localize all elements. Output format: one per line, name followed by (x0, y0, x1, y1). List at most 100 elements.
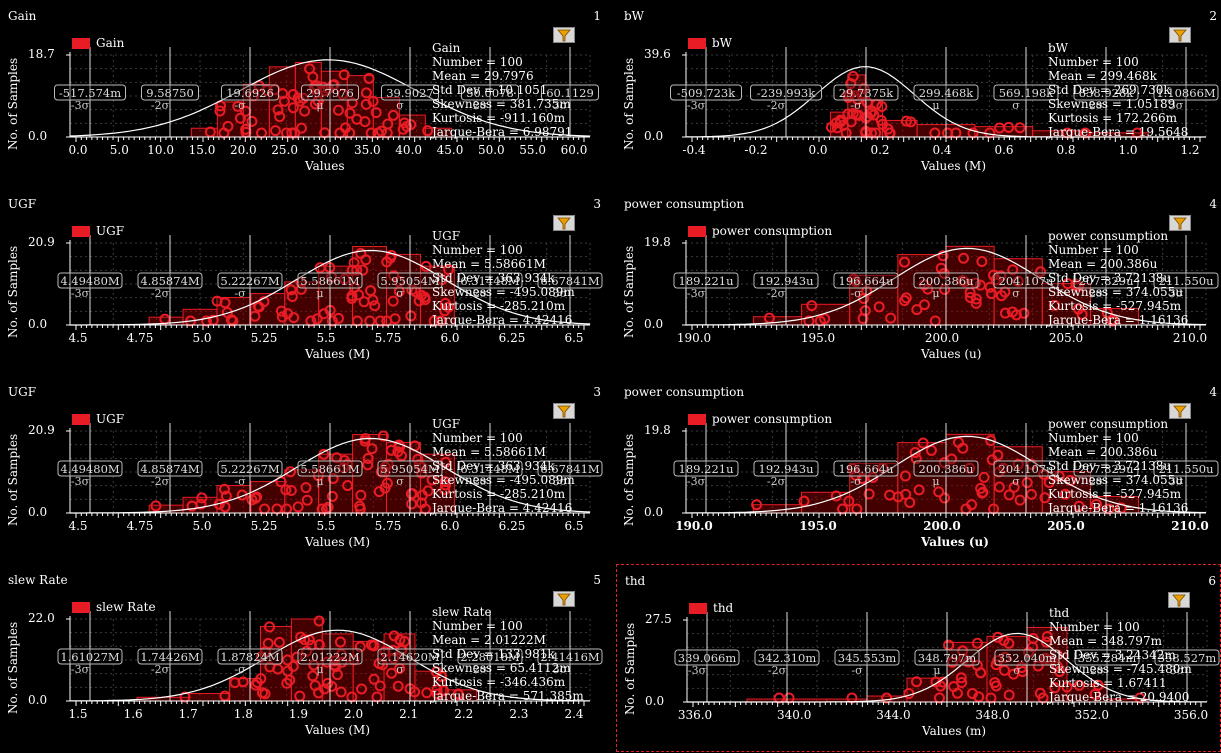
filter-button[interactable] (553, 27, 575, 43)
sigma-symbol: -σ (234, 475, 246, 488)
sigma-label-box (753, 272, 819, 289)
x-tick-label: 0.8 (1056, 143, 1075, 157)
sigma-value: 5.95054M (380, 274, 440, 288)
sigma-symbol: -3σ (687, 99, 706, 112)
x-tick-label: 4.75 (127, 331, 154, 345)
legend-label: thd (713, 601, 734, 615)
sample-marker (985, 434, 997, 446)
sample-marker (379, 646, 391, 658)
sigma-label-box (537, 648, 603, 665)
sample-marker (355, 489, 367, 501)
sigma-value: 192.943u (759, 274, 814, 288)
sigma-label-box (1153, 272, 1219, 289)
sample-marker (918, 299, 930, 311)
sigma-label-box (217, 460, 283, 477)
funnel-icon (1173, 405, 1187, 418)
sample-marker (334, 636, 346, 648)
histogram-panel[interactable]: power consumption 4 190.0 195.0 200.0 205.0 21… (616, 376, 1221, 564)
sigma-symbol: σ (396, 475, 404, 488)
x-tick-label: 55.0 (519, 143, 546, 157)
sigma-value: 204.107u (999, 274, 1054, 288)
legend-label: power consumption (712, 412, 833, 426)
filter-button[interactable] (1169, 215, 1191, 231)
sample-marker (195, 498, 207, 510)
filter-button[interactable] (1168, 592, 1190, 608)
sample-marker (412, 453, 424, 465)
x-tick-label: 1.8 (234, 707, 253, 721)
sample-marker (329, 655, 341, 667)
sample-marker (332, 104, 344, 116)
sample-marker (300, 482, 312, 494)
sigma-label: -239.993k-2σ (750, 84, 822, 112)
sample-marker (946, 453, 958, 465)
sample-marker (246, 115, 258, 127)
sigma-label: -517.574m-3σ (54, 84, 126, 112)
sample-marker (401, 120, 413, 132)
sample-marker (312, 95, 324, 107)
filter-button[interactable] (553, 215, 575, 231)
normal-curve (70, 437, 591, 514)
sigma-value: 9.58750 (146, 86, 194, 100)
histogram-panel[interactable]: thd 6 336.0 340.0 344.0 348.0 352.0 356.0 339.06… (616, 564, 1221, 752)
sample-marker (322, 501, 334, 513)
histogram-panel[interactable]: UGF 3 4.5 4.75 5.0 5.25 5.5 5.75 6.0 6.25 6.5 4.494… (0, 188, 605, 376)
sigma-symbol: 2σ (473, 663, 488, 676)
x-tick-label: 5.0 (192, 519, 211, 533)
panel-index: 4 (1209, 385, 1217, 399)
sigma-label-box (381, 84, 439, 101)
sample-marker (287, 102, 299, 114)
sigma-label: 196.664u-σ (833, 460, 899, 488)
sample-marker (751, 499, 763, 511)
sample-marker (1003, 689, 1015, 701)
stats-line: Std Dev = 3.72138u (1048, 459, 1172, 473)
sample-marker (318, 308, 330, 320)
sample-marker (285, 484, 297, 496)
sample-marker (366, 443, 378, 455)
sample-marker (264, 661, 276, 673)
histogram-panel[interactable]: bW 2 -0.4 -0.2 0.0 0.2 0.4 0.6 0.8 1.0 1.2 -509.723… (616, 0, 1221, 188)
x-tick-label: 210.0 (1173, 331, 1207, 345)
x-tick-label: 5.75 (375, 331, 402, 345)
sigma-label-box (537, 460, 603, 477)
sigma-label: 345.553m-σ (834, 649, 900, 677)
sample-marker (1072, 303, 1084, 315)
sigma-label: 4.49480M-3σ (57, 272, 123, 300)
filter-button[interactable] (553, 403, 575, 419)
filter-button[interactable] (1169, 27, 1191, 43)
sample-marker (1059, 488, 1071, 500)
sigma-symbol: 3σ (553, 475, 568, 488)
sigma-label-box (993, 84, 1059, 101)
x-tick-label: 60.0 (561, 143, 588, 157)
sample-marker (275, 305, 287, 317)
sigma-label-box (141, 84, 199, 101)
sample-marker (899, 470, 911, 482)
sample-marker (273, 636, 285, 648)
sample-marker (952, 436, 964, 448)
histogram-panel[interactable]: slew Rate 5 1.5 1.6 1.7 1.8 1.9 2.0 2.1 2.2 2.3 2.4… (0, 564, 605, 752)
x-tick-label: 25.0 (271, 143, 298, 157)
stats-line: Number = 100 (432, 431, 523, 445)
y-min-label: 0.0 (28, 317, 48, 331)
histogram-panel[interactable]: power consumption 4 190.0 195.0 200.0 205.0 21… (616, 188, 1221, 376)
sample-marker (336, 656, 348, 668)
sigma-symbol: 3σ (553, 99, 568, 112)
legend-label: slew Rate (96, 600, 156, 614)
sample-marker (341, 458, 353, 470)
stats-line: Jarque-Bera = 20.9400 (1049, 690, 1190, 704)
sigma-value: 200.386u (919, 462, 974, 476)
funnel-icon (557, 29, 571, 42)
sample-marker (286, 290, 298, 302)
stats-line: Number = 100 (1048, 55, 1139, 69)
sigma-value: 60.1129 (546, 86, 594, 100)
filter-button[interactable] (553, 591, 575, 607)
filter-button[interactable] (1169, 403, 1191, 419)
stats-line: Mean = 2.01222M (432, 633, 546, 647)
histogram-panel[interactable]: Gain 1 0.0 5.0 10.0 15.0 20.0 25.0 30.0 35.0 40.0 4… (0, 0, 605, 188)
histogram-panel[interactable]: UGF 3 4.5 4.75 5.0 5.25 5.5 5.75 6.0 6.25 6.5 4.494… (0, 376, 605, 564)
